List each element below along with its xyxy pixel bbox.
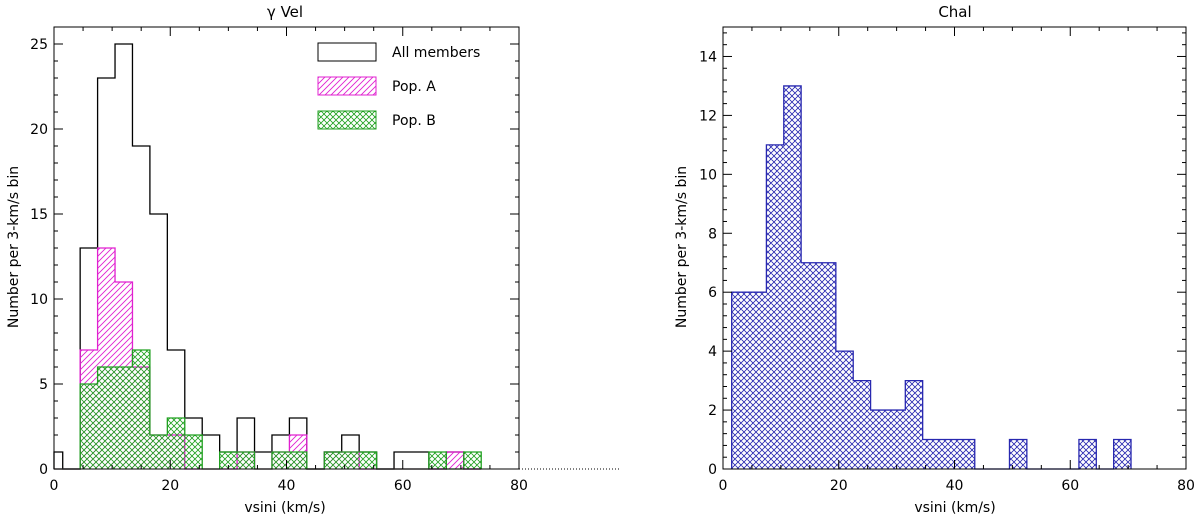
legend-label-pop-b: Pop. B xyxy=(392,113,436,129)
bar xyxy=(115,367,133,469)
y-tick-label: 6 xyxy=(708,285,717,301)
bar xyxy=(97,367,116,469)
bar xyxy=(766,144,784,469)
axes: 0 20 40 60 80 0 5 10 15 20 25 xyxy=(30,26,528,494)
bar xyxy=(870,410,906,469)
bar xyxy=(132,350,150,469)
y-tick-label: 4 xyxy=(708,344,717,360)
bar xyxy=(463,452,482,469)
y-tick-label: 2 xyxy=(708,403,717,419)
axes: 0 20 40 60 80 0 2 4 6 8 10 12 14 xyxy=(699,26,1195,494)
y-tick-label: 14 xyxy=(699,49,717,65)
series-outline xyxy=(731,85,1132,470)
bar xyxy=(359,452,377,469)
series-all-members xyxy=(53,43,482,470)
bar xyxy=(428,452,447,469)
x-tick-label: 0 xyxy=(719,478,728,494)
y-tick-label: 15 xyxy=(30,207,48,223)
bar xyxy=(1009,439,1027,469)
bar xyxy=(853,380,871,469)
x-tick-label: 40 xyxy=(946,478,964,494)
histogram-bars xyxy=(731,85,1132,470)
bar xyxy=(341,452,360,469)
bar xyxy=(1113,439,1132,469)
bar xyxy=(184,435,203,469)
bar xyxy=(801,262,836,469)
bar xyxy=(237,452,255,469)
bar xyxy=(219,452,238,469)
y-tick-label: 10 xyxy=(30,292,48,308)
x-tick-label: 80 xyxy=(1177,478,1195,494)
x-tick-label: 60 xyxy=(1061,478,1079,494)
x-tick-label: 20 xyxy=(830,478,848,494)
bar xyxy=(324,452,342,469)
chart-title: γ Vel xyxy=(267,3,303,21)
bar xyxy=(167,418,185,469)
legend-swatch-pop-b xyxy=(317,110,377,130)
gamma-vel-panel: γ Vel vsini (km/s) Number per 3-km/s bin… xyxy=(6,3,620,516)
y-tick-label: 12 xyxy=(699,108,717,124)
y-tick-label: 20 xyxy=(30,122,48,138)
bar xyxy=(731,292,767,469)
bar xyxy=(905,380,923,469)
bar xyxy=(446,452,464,469)
y-tick-label: 5 xyxy=(39,377,48,393)
chal-panel: Chal vsini (km/s) Number per 3-km/s bin … xyxy=(674,3,1195,516)
bar xyxy=(202,435,219,469)
x-tick-label: 40 xyxy=(278,478,296,494)
legend-label-pop-a: Pop. A xyxy=(392,79,436,95)
bar xyxy=(150,214,167,469)
series-pop-b xyxy=(54,349,482,470)
legend-label-all-members: All members xyxy=(392,45,480,61)
x-tick-label: 60 xyxy=(394,478,412,494)
legend: All members Pop. A Pop. B xyxy=(317,42,480,130)
y-tick-label: 25 xyxy=(30,37,48,53)
x-tick-label: 0 xyxy=(50,478,59,494)
bar xyxy=(54,452,63,469)
y-axis-label: Number per 3-km/s bin xyxy=(674,166,690,328)
y-tick-label: 0 xyxy=(708,462,717,478)
y-tick-label: 10 xyxy=(699,167,717,183)
chart-title: Chal xyxy=(938,3,971,21)
bar xyxy=(835,351,854,469)
bar xyxy=(1078,439,1097,469)
x-axis-label: vsini (km/s) xyxy=(244,500,325,516)
legend-swatch-pop-a xyxy=(317,76,377,96)
bar xyxy=(922,439,975,469)
bar xyxy=(271,452,290,469)
histogram-bars xyxy=(53,43,482,470)
bar xyxy=(80,384,98,469)
series-outline xyxy=(53,43,482,470)
x-tick-label: 80 xyxy=(510,478,528,494)
y-tick-label: 0 xyxy=(39,462,48,478)
x-tick-label: 20 xyxy=(161,478,179,494)
y-tick-label: 8 xyxy=(708,226,717,242)
y-axis-label: Number per 3-km/s bin xyxy=(6,166,22,328)
bar xyxy=(149,435,168,469)
bar xyxy=(289,452,307,469)
bar xyxy=(411,452,428,469)
x-axis-label: vsini (km/s) xyxy=(914,500,995,516)
series-chal xyxy=(731,85,1132,470)
bar xyxy=(783,85,802,469)
legend-swatch-all-members xyxy=(317,42,377,62)
